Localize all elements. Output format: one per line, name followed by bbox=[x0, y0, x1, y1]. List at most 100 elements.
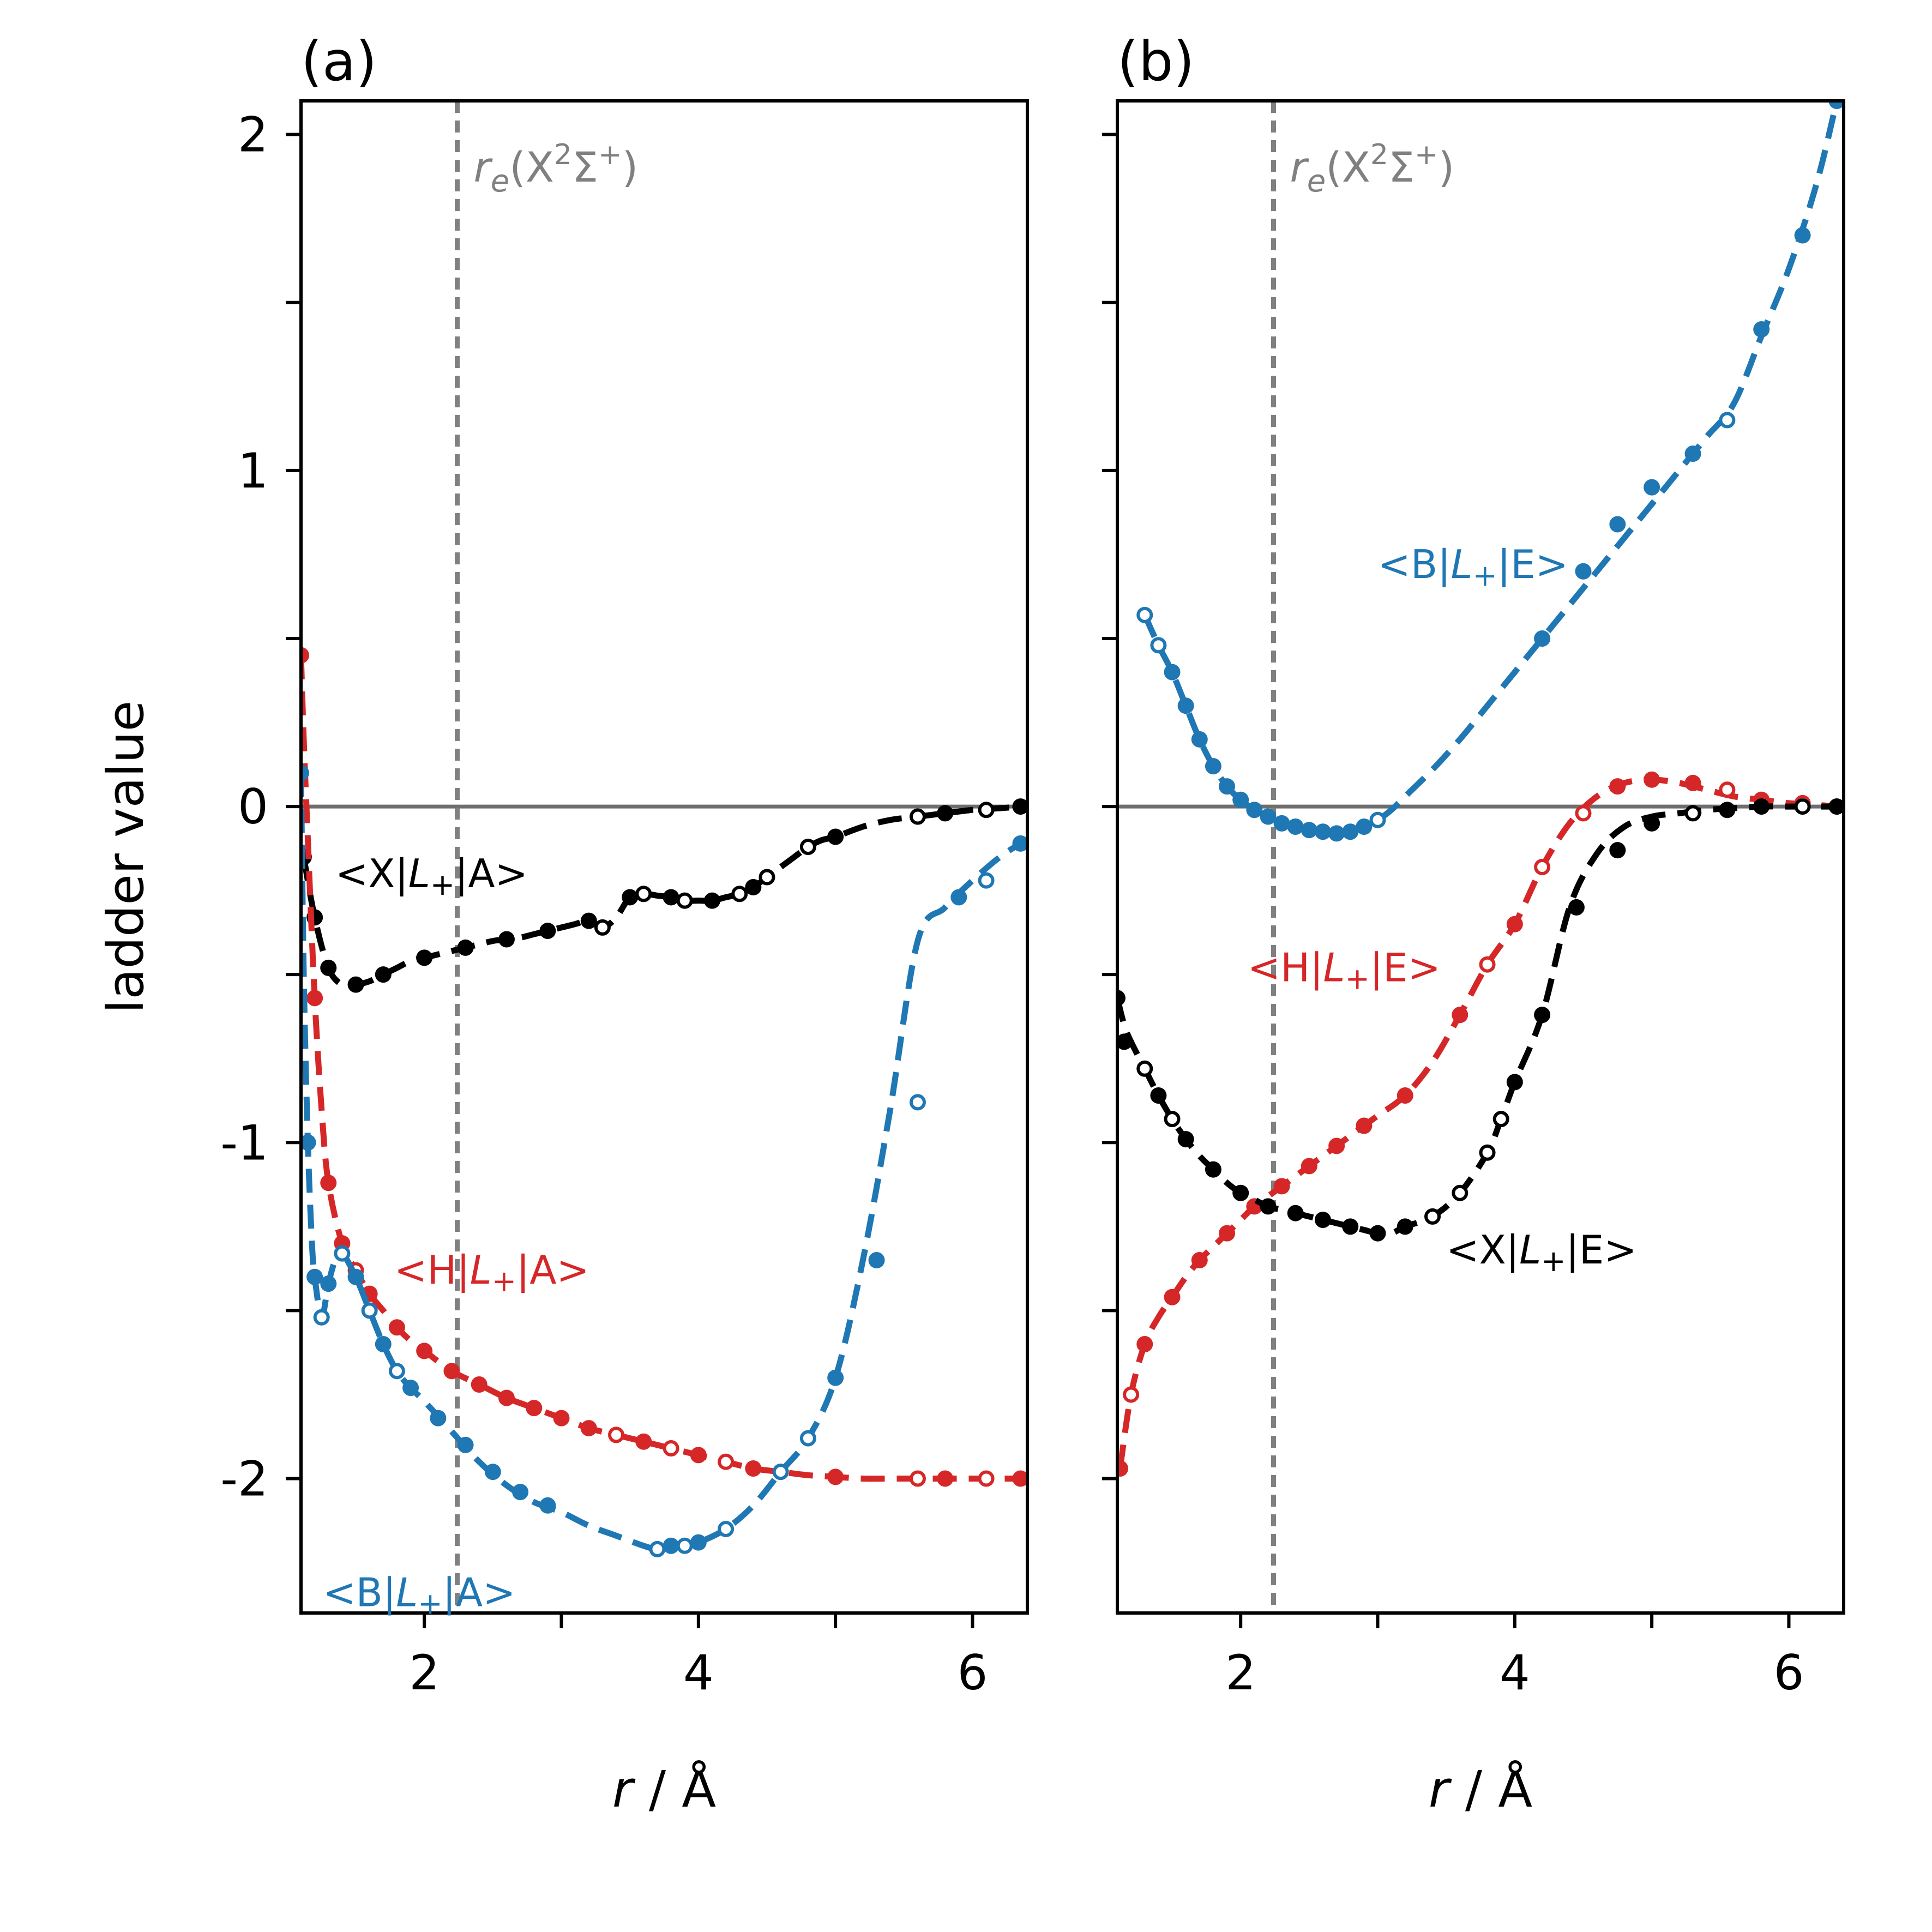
point-filled-X-A bbox=[937, 805, 954, 822]
x-axis-label-b: r / Å bbox=[1429, 1760, 1532, 1819]
point-filled-H-A bbox=[827, 1468, 844, 1485]
point-open-B-A bbox=[909, 1094, 926, 1111]
point-open-B-A bbox=[388, 1363, 405, 1380]
point-filled-X-E bbox=[1506, 1074, 1523, 1091]
point-filled-H-E bbox=[1164, 1289, 1181, 1305]
point-filled-B-A bbox=[663, 1537, 679, 1554]
point-filled-H-E bbox=[1301, 1158, 1317, 1175]
point-open-B-A bbox=[334, 1245, 351, 1262]
panel-label-b: (b) bbox=[1117, 29, 1195, 93]
point-filled-H-E bbox=[1219, 1225, 1236, 1242]
point-filled-B-E bbox=[1177, 697, 1194, 714]
point-filled-B-E bbox=[1828, 101, 1844, 109]
y-tick-label-a: 1 bbox=[238, 443, 268, 499]
point-filled-B-A bbox=[301, 1134, 316, 1151]
x-tick-label-a: 2 bbox=[409, 1645, 440, 1701]
point-filled-H-E bbox=[1609, 778, 1626, 795]
point-open-X-A bbox=[635, 886, 652, 902]
point-filled-B-A bbox=[320, 1275, 337, 1292]
point-filled-B-E bbox=[1164, 664, 1181, 681]
point-filled-H-A bbox=[471, 1376, 487, 1393]
point-filled-X-E bbox=[1150, 1087, 1167, 1104]
point-open-B-A bbox=[772, 1464, 789, 1480]
point-open-B-A bbox=[799, 1430, 816, 1447]
point-filled-H-E bbox=[1191, 1251, 1208, 1268]
panel-a: 2 4 6 2 1 0 -1 -2 (a) re(X2Σ+) <X|L+|A> <H|L+|A> <… bbox=[97, 29, 1029, 1819]
point-filled-X-A bbox=[457, 939, 474, 956]
series-line-X-A bbox=[301, 803, 1021, 989]
point-filled-H-E bbox=[1452, 1007, 1468, 1024]
point-filled-X-E bbox=[1369, 1225, 1386, 1242]
point-filled-B-A bbox=[827, 1369, 844, 1386]
point-filled-B-E bbox=[1246, 802, 1263, 818]
point-filled-B-E bbox=[1609, 516, 1626, 533]
point-open-H-E bbox=[1534, 858, 1551, 875]
point-filled-B-E bbox=[1342, 823, 1359, 840]
point-filled-H-A bbox=[937, 1470, 954, 1487]
panel-a-frame bbox=[299, 99, 1029, 1615]
point-open-X-E bbox=[1136, 1060, 1153, 1077]
point-filled-H-A bbox=[553, 1410, 570, 1427]
point-filled-H-E bbox=[1328, 1137, 1345, 1154]
point-filled-B-A bbox=[375, 1336, 392, 1353]
point-open-H-A bbox=[718, 1453, 735, 1470]
point-filled-B-E bbox=[1534, 630, 1551, 647]
point-filled-H-E bbox=[1684, 774, 1701, 791]
point-filled-X-A bbox=[622, 889, 639, 906]
point-open-H-A bbox=[909, 1470, 926, 1487]
point-filled-X-A bbox=[375, 966, 392, 983]
point-filled-B-A bbox=[868, 1251, 885, 1268]
point-open-B-A bbox=[649, 1540, 666, 1557]
point-filled-X-E bbox=[1753, 798, 1770, 815]
series-label-B-E: <B|L+|E> bbox=[1378, 541, 1568, 593]
point-filled-X-A bbox=[416, 949, 433, 966]
point-filled-B-E bbox=[1644, 479, 1660, 496]
point-filled-H-A bbox=[443, 1363, 460, 1380]
point-filled-X-E bbox=[1342, 1218, 1359, 1235]
panel-b: 2 4 6 (b) re(X2Σ+) <B|L+|E> <H|L+|E> <X|L+|E>… bbox=[1102, 29, 1845, 1819]
point-filled-H-A bbox=[745, 1460, 762, 1477]
point-open-X-A bbox=[978, 802, 995, 818]
point-filled-B-A bbox=[512, 1484, 529, 1501]
point-open-X-E bbox=[1684, 805, 1701, 822]
point-filled-X-A bbox=[663, 889, 679, 906]
point-filled-H-A bbox=[416, 1343, 433, 1359]
point-filled-B-E bbox=[1219, 778, 1236, 795]
point-filled-X-E bbox=[1232, 1184, 1249, 1201]
point-open-B-E bbox=[1719, 412, 1736, 429]
series-line-X-E bbox=[1117, 803, 1837, 1237]
point-open-B-E bbox=[1136, 606, 1153, 623]
point-filled-X-E bbox=[1205, 1161, 1221, 1178]
y-tick-label-a: -2 bbox=[220, 1451, 268, 1507]
point-filled-H-E bbox=[1356, 1117, 1373, 1134]
point-filled-X-E bbox=[1117, 1033, 1133, 1050]
point-open-B-A bbox=[978, 872, 995, 889]
point-filled-H-A bbox=[690, 1447, 707, 1464]
point-filled-X-E bbox=[1828, 798, 1844, 815]
point-filled-B-E bbox=[1328, 825, 1345, 842]
point-open-X-E bbox=[1452, 1184, 1468, 1201]
point-filled-B-A bbox=[539, 1497, 556, 1514]
point-filled-B-A bbox=[690, 1534, 707, 1551]
series-label-H-E: <H|L+|E> bbox=[1248, 945, 1441, 996]
point-open-X-A bbox=[759, 869, 775, 886]
point-open-X-A bbox=[799, 839, 816, 856]
point-filled-H-E bbox=[1117, 1460, 1129, 1477]
point-filled-B-E bbox=[1287, 818, 1304, 835]
point-filled-X-A bbox=[827, 828, 844, 845]
point-open-X-A bbox=[909, 808, 926, 825]
series-label-X-A: <X|L+|A> bbox=[335, 851, 528, 902]
series-label-X-E: <X|L+|E> bbox=[1446, 1227, 1636, 1278]
x-tick-label-a: 4 bbox=[683, 1645, 714, 1701]
point-filled-B-A bbox=[950, 889, 967, 906]
x-tick-label-b: 4 bbox=[1500, 1645, 1530, 1701]
point-filled-H-E bbox=[1273, 1178, 1290, 1195]
point-filled-B-A bbox=[301, 765, 309, 781]
point-filled-X-E bbox=[1397, 1218, 1413, 1235]
point-open-H-E bbox=[1575, 805, 1592, 822]
point-filled-X-A bbox=[1012, 798, 1027, 815]
point-filled-H-A bbox=[306, 990, 323, 1007]
point-filled-H-E bbox=[1644, 771, 1660, 788]
point-filled-H-A bbox=[320, 1175, 337, 1191]
point-open-H-A bbox=[978, 1470, 995, 1487]
